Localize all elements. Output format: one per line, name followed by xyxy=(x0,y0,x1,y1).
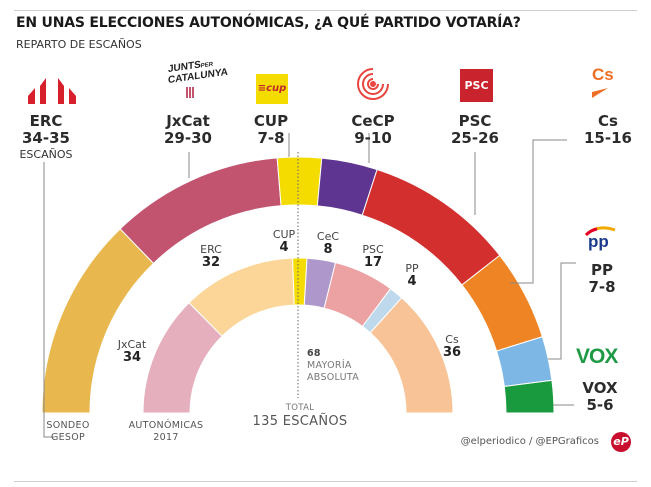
seat-range: 5-6 xyxy=(586,396,614,414)
credit-text[interactable]: @elperiodico / @EPGraficos xyxy=(460,436,599,447)
seat-range: 34-35 xyxy=(22,129,70,147)
bottom-rule xyxy=(14,481,637,482)
party-label-pp: PP 7-8 xyxy=(580,262,624,296)
inner-ring-label: AUTONÓMICAS 2017 xyxy=(124,420,208,444)
inner-label-jxcat: JxCat 34 xyxy=(112,338,152,364)
junts-per-catalunya-logo: JUNTSPER CATALUNYA xyxy=(168,59,228,102)
leader-pp xyxy=(548,262,576,360)
inner-ring-2017 xyxy=(142,257,454,414)
leader-cs xyxy=(510,139,567,284)
cup-logo: ≡cup xyxy=(256,74,288,104)
arc-segment-inner-cs xyxy=(369,297,454,414)
leader-erc xyxy=(43,162,55,438)
party-name: PP xyxy=(591,261,613,279)
inner-party-name: Cs xyxy=(445,333,459,346)
seat-range: 9-10 xyxy=(354,129,392,147)
inner-label-cs: Cs 36 xyxy=(437,333,467,359)
outer-ring-label-line1: SONDEO xyxy=(46,420,90,431)
inner-label-pp: PP 4 xyxy=(397,262,427,288)
cs-logo: Cs xyxy=(592,66,628,102)
inner-seat-value: 34 xyxy=(122,350,142,365)
majority-line1: MAYORÍA xyxy=(307,360,352,371)
psc-logo: PSC xyxy=(460,69,493,102)
party-name: ERC xyxy=(29,112,63,130)
party-label-vox: VOX 5-6 xyxy=(576,380,624,414)
total-value: 135 ESCAÑOS xyxy=(252,414,348,429)
inner-party-name: CUP xyxy=(272,228,296,241)
outer-ring-label-line2: GESOP xyxy=(50,432,86,443)
arc-segment-outer-vox xyxy=(503,379,555,414)
seat-range: 7-8 xyxy=(588,278,616,296)
inner-ring-label-line2: 2017 xyxy=(153,432,179,443)
party-label-cup: CUP 7-8 xyxy=(246,113,296,147)
catalunya-en-comu-logo xyxy=(357,68,389,100)
seat-range: 7-8 xyxy=(257,129,285,147)
party-name: Cs xyxy=(598,112,618,130)
arc-segment-outer-erc xyxy=(41,228,155,414)
majority-value: 68 xyxy=(307,348,321,359)
inner-label-psc: PSC 17 xyxy=(355,243,391,269)
inner-seat-value: 32 xyxy=(201,255,221,270)
party-name: CUP xyxy=(253,112,289,130)
pp-logo: pp xyxy=(583,226,619,254)
seat-range: 25-26 xyxy=(451,129,499,147)
total-label: TOTAL xyxy=(285,403,315,413)
party-label-jxcat: JxCat 29-30 xyxy=(158,113,218,147)
total-annotation: TOTAL 135 ESCAÑOS xyxy=(240,402,360,429)
chart-title: EN UNAS ELECCIONES AUTONÓMICAS, ¿A QUÉ P… xyxy=(16,15,521,31)
party-label-cs: Cs 15-16 xyxy=(578,113,638,147)
inner-party-name: PSC xyxy=(362,243,384,256)
majority-line2: ABSOLUTA xyxy=(307,372,360,383)
majority-annotation: 68 MAYORÍA ABSOLUTA xyxy=(307,348,359,384)
vox-logo: VOX xyxy=(576,345,618,368)
inner-seat-value: 17 xyxy=(363,255,383,270)
arc-segment-outer-cup xyxy=(276,156,323,207)
inner-party-name: ERC xyxy=(200,243,222,256)
inner-label-cup: CUP 4 xyxy=(266,228,302,254)
leader-lines xyxy=(43,133,576,438)
inner-label-erc: ERC 32 xyxy=(193,243,229,269)
seat-range: 29-30 xyxy=(164,129,212,147)
party-name: VOX xyxy=(582,379,618,397)
inner-party-name: JxCat xyxy=(117,338,147,351)
seat-range: 15-16 xyxy=(584,129,632,147)
party-label-erc: ERC 34-35 ESCAÑOS xyxy=(18,113,74,162)
seats-unit-label: ESCAÑOS xyxy=(19,148,73,161)
inner-seat-value: 4 xyxy=(407,274,417,289)
outer-ring-label: SONDEO GESOP xyxy=(38,420,98,444)
inner-ring-label-line1: AUTONÓMICAS xyxy=(128,420,204,431)
el-periodico-logo: eP xyxy=(611,432,631,452)
inner-party-name: CeC xyxy=(316,230,340,243)
inner-seat-value: 8 xyxy=(323,242,333,257)
inner-seat-value: 4 xyxy=(279,240,289,255)
erc-logo xyxy=(28,78,76,104)
party-label-psc: PSC 25-26 xyxy=(447,113,503,147)
inner-party-name: PP xyxy=(405,262,419,275)
party-label-cecp: CeCP 9-10 xyxy=(346,113,400,147)
inner-seat-value: 36 xyxy=(442,345,462,360)
party-name: PSC xyxy=(458,112,492,130)
outer-ring-sondeo xyxy=(41,156,555,414)
chart-subtitle: REPARTO DE ESCAÑOS xyxy=(16,38,142,51)
top-rule xyxy=(14,10,637,11)
party-name: CeCP xyxy=(351,112,395,130)
party-name: JxCat xyxy=(166,112,210,130)
inner-label-cec: CeC 8 xyxy=(310,230,346,256)
